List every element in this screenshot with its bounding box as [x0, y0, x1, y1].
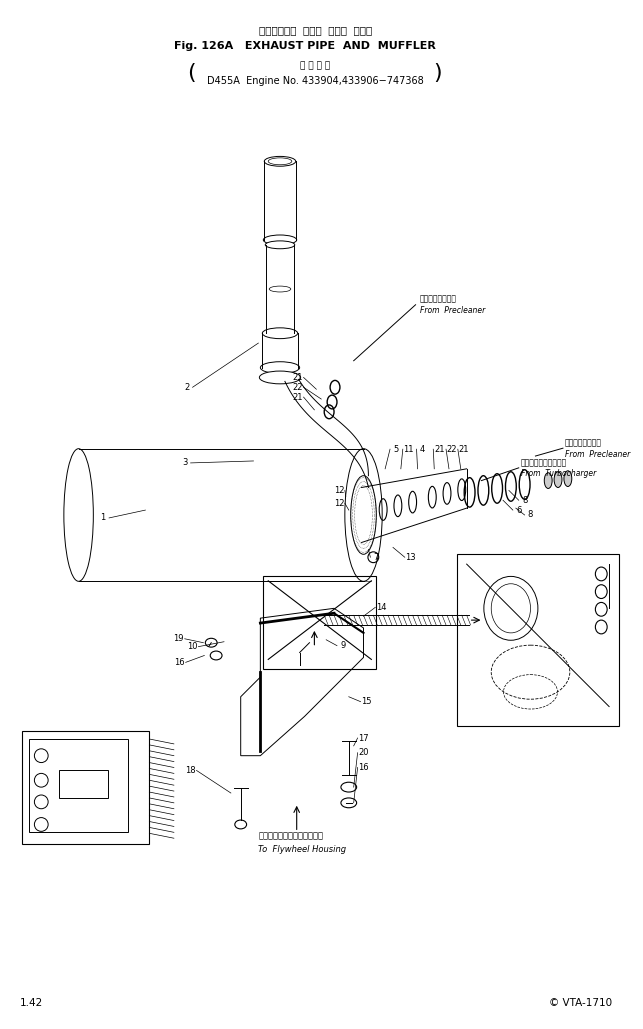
Text: 7: 7: [374, 553, 379, 562]
Ellipse shape: [345, 449, 382, 581]
Text: 10: 10: [187, 642, 198, 651]
Ellipse shape: [260, 362, 300, 374]
Text: Fig. 126A   EXHAUST PIPE  AND  MUFFLER: Fig. 126A EXHAUST PIPE AND MUFFLER: [174, 41, 435, 51]
Text: 3: 3: [182, 459, 187, 467]
Text: 5: 5: [394, 445, 399, 454]
Text: ターボチャージャから: ターボチャージャから: [521, 459, 567, 467]
Ellipse shape: [266, 329, 294, 338]
Text: 1.42: 1.42: [20, 998, 43, 1008]
Text: 11: 11: [403, 445, 414, 454]
Text: 20: 20: [358, 748, 368, 757]
Text: 22: 22: [293, 383, 303, 392]
Text: 9: 9: [340, 641, 345, 650]
Text: プリクリーナから: プリクリーナから: [419, 294, 457, 304]
Text: 8: 8: [528, 510, 533, 520]
Text: From  Precleaner: From Precleaner: [565, 450, 630, 459]
Text: 8: 8: [522, 496, 527, 505]
Ellipse shape: [263, 235, 296, 245]
Text: © VTA-1710: © VTA-1710: [549, 998, 612, 1008]
Ellipse shape: [564, 471, 572, 487]
Bar: [59, 771, 108, 797]
Text: 12: 12: [334, 486, 344, 495]
Text: 15: 15: [361, 698, 372, 706]
Text: 16: 16: [358, 762, 369, 772]
Text: プリクリーナから: プリクリーナから: [565, 438, 602, 448]
Text: 21: 21: [458, 445, 469, 454]
Text: フライホイールハウジングへ: フライホイールハウジングへ: [258, 831, 323, 841]
Ellipse shape: [264, 156, 296, 167]
Text: 1: 1: [100, 513, 106, 523]
Text: ): ): [433, 63, 442, 83]
Bar: [30, 739, 128, 832]
Text: 21: 21: [293, 372, 303, 382]
Bar: [263, 576, 376, 669]
Text: 18: 18: [185, 766, 196, 775]
Text: 通 用 号 機: 通 用 号 機: [300, 62, 331, 71]
Text: 14: 14: [376, 603, 386, 612]
Text: 21: 21: [293, 393, 303, 401]
Ellipse shape: [554, 471, 562, 488]
Text: 19: 19: [174, 634, 184, 643]
Ellipse shape: [64, 449, 93, 581]
Text: 2: 2: [184, 383, 189, 392]
Text: 16: 16: [174, 658, 185, 667]
Text: 17: 17: [358, 734, 369, 743]
Ellipse shape: [350, 475, 376, 555]
Text: D455A  Engine No. 433904,433906−747368: D455A Engine No. 433904,433906−747368: [207, 76, 424, 85]
Text: From  Turbocharger: From Turbocharger: [521, 469, 596, 478]
Text: From  Precleaner: From Precleaner: [419, 307, 485, 315]
Text: 13: 13: [405, 553, 416, 562]
Bar: [22, 732, 149, 844]
Text: 12: 12: [334, 499, 344, 507]
Ellipse shape: [259, 371, 301, 384]
Text: 6: 6: [516, 505, 521, 514]
Text: 22: 22: [447, 445, 457, 454]
Text: エキゾースト  パイプ  および  マフラ: エキゾースト パイプ および マフラ: [258, 26, 372, 36]
Text: 4: 4: [420, 445, 425, 454]
Ellipse shape: [266, 241, 294, 249]
Ellipse shape: [262, 328, 298, 339]
Ellipse shape: [484, 576, 538, 640]
Text: 21: 21: [434, 445, 444, 454]
Text: (: (: [187, 63, 196, 83]
Ellipse shape: [544, 472, 552, 489]
Bar: [457, 555, 619, 726]
Text: To  Flywheel Housing: To Flywheel Housing: [258, 845, 347, 853]
